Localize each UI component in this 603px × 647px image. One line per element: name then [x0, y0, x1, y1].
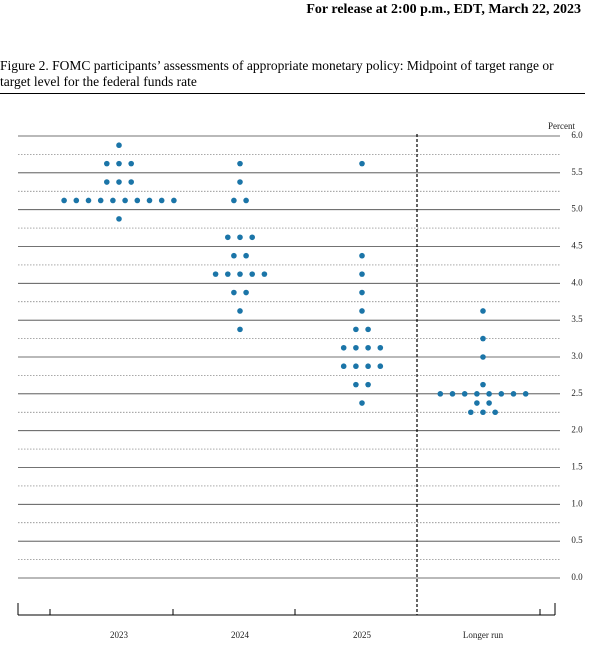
dot: [365, 344, 371, 351]
dot: [522, 391, 529, 397]
y-axis-label: Percent: [548, 121, 575, 131]
y-tick-label: 0.5: [571, 535, 583, 545]
dot: [353, 363, 359, 370]
dot: [480, 308, 486, 314]
y-tick-label: 4.5: [571, 241, 583, 251]
dot: [61, 197, 67, 204]
dot: [237, 179, 243, 185]
y-tick-label: 3.5: [571, 314, 583, 324]
y-tick-label: 0.0: [571, 572, 583, 582]
dot: [480, 335, 486, 342]
dot: [116, 179, 122, 185]
dot: [353, 326, 359, 333]
dot: [468, 409, 474, 416]
dot: [110, 197, 116, 204]
dot: [237, 160, 243, 167]
dot: [104, 160, 110, 167]
y-tick-label: 5.0: [571, 204, 583, 214]
dot: [461, 391, 468, 397]
dot: [158, 197, 165, 204]
dot: [237, 326, 243, 333]
dot: [146, 197, 153, 204]
dot: [171, 197, 177, 204]
dot: [212, 271, 219, 277]
dot: [122, 197, 128, 204]
dot: [353, 381, 359, 388]
dot: [449, 391, 456, 397]
dot: [359, 271, 365, 277]
x-tick-label: 2023: [110, 630, 129, 640]
dot: [340, 344, 347, 351]
dot: [231, 197, 237, 204]
dot: [486, 400, 492, 406]
y-tick-label: 5.5: [571, 167, 583, 177]
dot: [243, 252, 249, 259]
dot: [377, 363, 384, 370]
y-tick-label: 1.5: [571, 462, 583, 472]
dot: [128, 160, 134, 167]
y-tick-label: 4.0: [571, 277, 583, 287]
dot: [365, 363, 371, 370]
y-tick-label: 2.5: [571, 388, 583, 398]
dot: [134, 197, 141, 204]
x-tick-label: 2024: [231, 630, 250, 640]
y-tick-label: 2.0: [571, 425, 583, 435]
dot: [237, 308, 243, 314]
dot: [340, 363, 347, 370]
dot: [365, 381, 371, 388]
dot: [261, 271, 268, 277]
dot: [225, 234, 231, 241]
dot: [492, 409, 499, 416]
release-note: For release at 2:00 p.m., EDT, March 22,…: [306, 2, 581, 17]
dot: [249, 234, 255, 241]
dot: [480, 381, 486, 388]
dot: [116, 142, 122, 149]
dot: [377, 344, 384, 351]
dot: [104, 179, 110, 185]
dot: [474, 400, 480, 406]
dot: [359, 160, 365, 167]
dot: [359, 308, 365, 314]
x-tick-label: 2025: [353, 630, 372, 640]
dot: [437, 391, 444, 397]
dot: [243, 197, 249, 204]
dot: [85, 197, 92, 204]
dot: [231, 252, 237, 259]
dot: [116, 216, 122, 222]
dot: [353, 344, 359, 351]
dot: [243, 289, 249, 296]
dot: [498, 391, 505, 397]
dot: [359, 400, 365, 406]
dot: [474, 391, 480, 397]
dot: [237, 271, 243, 277]
dot: [97, 197, 104, 204]
dot: [510, 391, 517, 397]
dot: [128, 179, 134, 185]
dot: [359, 289, 365, 296]
dot: [365, 326, 371, 333]
x-tick-label: Longer run: [463, 630, 504, 640]
dot: [480, 354, 486, 360]
y-tick-label: 1.0: [571, 498, 583, 508]
dot: [486, 391, 492, 397]
dot: [225, 271, 231, 277]
dot: [231, 289, 237, 296]
dot: [73, 197, 80, 204]
y-tick-label: 6.0: [571, 130, 583, 140]
dot: [116, 160, 122, 167]
dot: [249, 271, 255, 277]
dot: [359, 252, 365, 259]
dot: [480, 409, 486, 416]
dot: [237, 234, 243, 241]
figure-caption: Figure 2. FOMC participants’ assessments…: [0, 58, 585, 94]
y-tick-label: 3.0: [571, 351, 583, 361]
